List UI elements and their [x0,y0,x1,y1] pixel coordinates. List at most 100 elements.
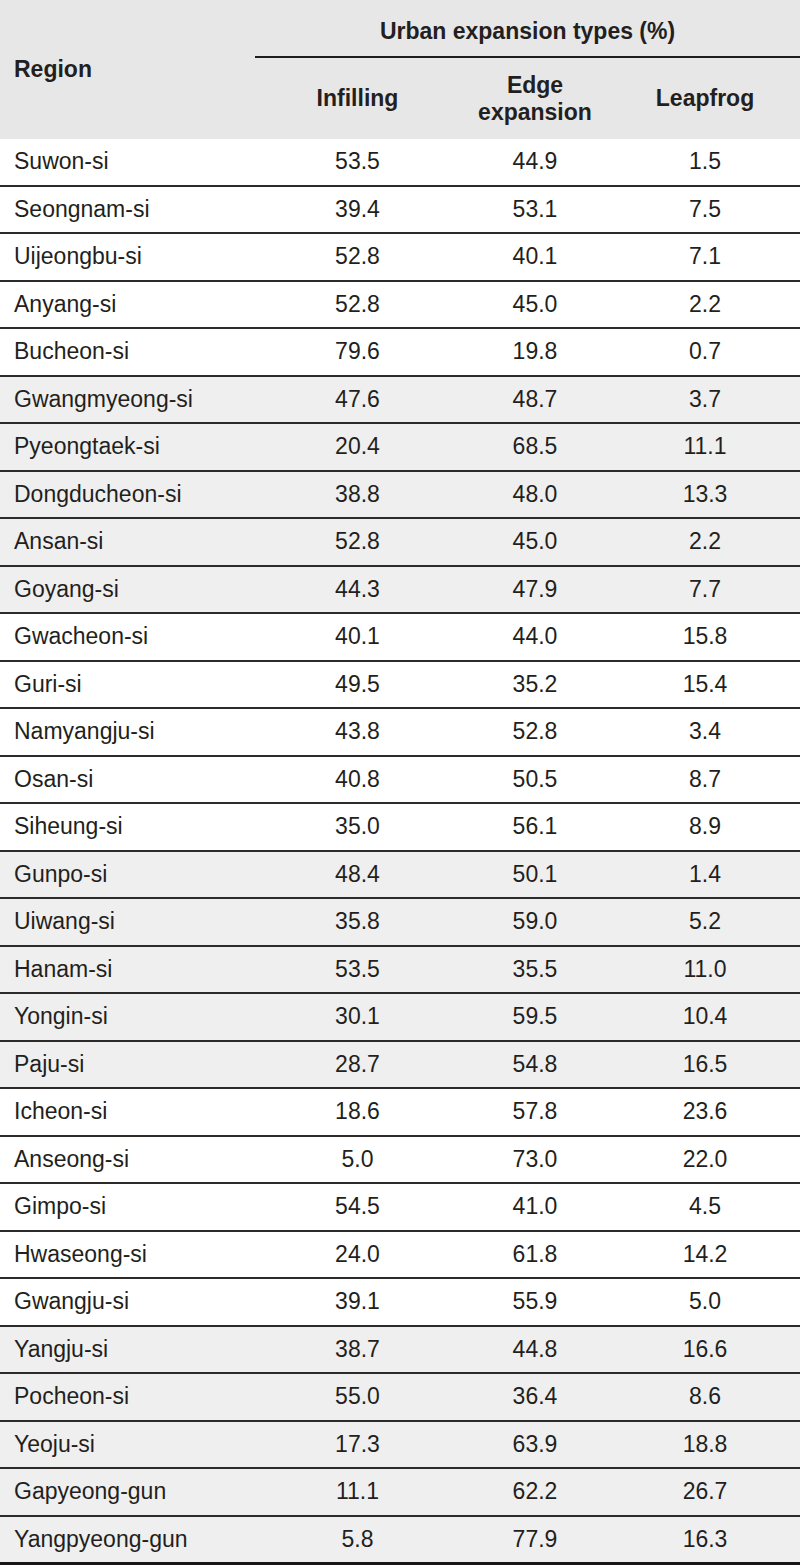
region-cell: Anseong-si [0,1136,255,1184]
table-row: Gunpo-si 48.4 50.1 1.4 [0,851,800,899]
leapfrog-cell: 0.7 [610,328,800,376]
table-row: Icheon-si 18.6 57.8 23.6 [0,1088,800,1136]
edge-expansion-cell: 35.5 [460,946,610,994]
leapfrog-cell: 2.2 [610,281,800,329]
leapfrog-cell: 3.4 [610,708,800,756]
table-row: Pyeongtaek-si 20.4 68.5 11.1 [0,423,800,471]
infilling-cell: 17.3 [255,1421,460,1469]
edge-expansion-cell: 62.2 [460,1468,610,1516]
region-cell: Gapyeong-gun [0,1468,255,1516]
table-row: Hanam-si 53.5 35.5 11.0 [0,946,800,994]
region-cell: Anyang-si [0,281,255,329]
table-row: Osan-si 40.8 50.5 8.7 [0,756,800,804]
region-cell: Yeoju-si [0,1421,255,1469]
leapfrog-cell: 16.3 [610,1516,800,1565]
leapfrog-cell: 10.4 [610,993,800,1041]
edge-expansion-cell: 45.0 [460,281,610,329]
edge-expansion-cell: 50.5 [460,756,610,804]
edge-expansion-cell: 40.1 [460,233,610,281]
table-row: Siheung-si 35.0 56.1 8.9 [0,803,800,851]
leapfrog-cell: 4.5 [610,1183,800,1231]
column-header-edge-expansion: Edge expansion [460,57,610,139]
region-cell: Namyangju-si [0,708,255,756]
region-cell: Siheung-si [0,803,255,851]
edge-expansion-cell: 59.5 [460,993,610,1041]
table-row: Yongin-si 30.1 59.5 10.4 [0,993,800,1041]
table-row: Dongducheon-si 38.8 48.0 13.3 [0,471,800,519]
urban-expansion-table-container: Region Urban expansion types (%) Infilli… [0,0,800,1565]
table-row: Pocheon-si 55.0 36.4 8.6 [0,1373,800,1421]
table-row: Gwangmyeong-si 47.6 48.7 3.7 [0,376,800,424]
region-cell: Paju-si [0,1041,255,1089]
urban-expansion-table: Region Urban expansion types (%) Infilli… [0,0,800,1565]
region-cell: Gunpo-si [0,851,255,899]
column-header-region: Region [0,0,255,139]
infilling-cell: 40.1 [255,613,460,661]
infilling-cell: 38.8 [255,471,460,519]
edge-expansion-cell: 36.4 [460,1373,610,1421]
table-row: Anseong-si 5.0 73.0 22.0 [0,1136,800,1184]
edge-expansion-cell: 63.9 [460,1421,610,1469]
group-header-row: Region Urban expansion types (%) [0,0,800,57]
leapfrog-cell: 1.5 [610,139,800,186]
infilling-cell: 39.4 [255,186,460,234]
table-row: Gwangju-si 39.1 55.9 5.0 [0,1278,800,1326]
leapfrog-cell: 7.1 [610,233,800,281]
infilling-cell: 53.5 [255,139,460,186]
table-row: Paju-si 28.7 54.8 16.5 [0,1041,800,1089]
infilling-cell: 35.8 [255,898,460,946]
region-cell: Bucheon-si [0,328,255,376]
column-header-infilling: Infilling [255,57,460,139]
leapfrog-cell: 7.5 [610,186,800,234]
infilling-cell: 47.6 [255,376,460,424]
table-row: Uijeongbu-si 52.8 40.1 7.1 [0,233,800,281]
region-cell: Gwangju-si [0,1278,255,1326]
leapfrog-cell: 8.6 [610,1373,800,1421]
leapfrog-cell: 2.2 [610,518,800,566]
infilling-cell: 55.0 [255,1373,460,1421]
region-cell: Hanam-si [0,946,255,994]
infilling-cell: 44.3 [255,566,460,614]
table-row: Gwacheon-si 40.1 44.0 15.8 [0,613,800,661]
region-cell: Seongnam-si [0,186,255,234]
table-row: Guri-si 49.5 35.2 15.4 [0,661,800,709]
region-cell: Icheon-si [0,1088,255,1136]
region-cell: Gwacheon-si [0,613,255,661]
edge-expansion-cell: 44.0 [460,613,610,661]
table-row: Gimpo-si 54.5 41.0 4.5 [0,1183,800,1231]
infilling-cell: 52.8 [255,233,460,281]
leapfrog-cell: 23.6 [610,1088,800,1136]
edge-expansion-cell: 45.0 [460,518,610,566]
column-header-leapfrog: Leapfrog [610,57,800,139]
edge-expansion-cell: 41.0 [460,1183,610,1231]
edge-expansion-cell: 48.7 [460,376,610,424]
table-row: Yangju-si 38.7 44.8 16.6 [0,1326,800,1374]
infilling-cell: 43.8 [255,708,460,756]
infilling-cell: 30.1 [255,993,460,1041]
infilling-cell: 24.0 [255,1231,460,1279]
region-cell: Pyeongtaek-si [0,423,255,471]
infilling-cell: 18.6 [255,1088,460,1136]
infilling-cell: 35.0 [255,803,460,851]
table-row: Seongnam-si 39.4 53.1 7.5 [0,186,800,234]
table-row: Yeoju-si 17.3 63.9 18.8 [0,1421,800,1469]
infilling-cell: 79.6 [255,328,460,376]
leapfrog-cell: 7.7 [610,566,800,614]
edge-expansion-cell: 56.1 [460,803,610,851]
infilling-cell: 11.1 [255,1468,460,1516]
leapfrog-cell: 15.8 [610,613,800,661]
table-row: Bucheon-si 79.6 19.8 0.7 [0,328,800,376]
leapfrog-cell: 16.6 [610,1326,800,1374]
table-row: Yangpyeong-gun 5.8 77.9 16.3 [0,1516,800,1565]
region-cell: Uiwang-si [0,898,255,946]
leapfrog-cell: 11.1 [610,423,800,471]
table-row: Ansan-si 52.8 45.0 2.2 [0,518,800,566]
region-cell: Yangju-si [0,1326,255,1374]
leapfrog-cell: 5.2 [610,898,800,946]
edge-expansion-cell: 55.9 [460,1278,610,1326]
edge-expansion-cell: 68.5 [460,423,610,471]
leapfrog-cell: 15.4 [610,661,800,709]
edge-expansion-cell: 59.0 [460,898,610,946]
region-cell: Gwangmyeong-si [0,376,255,424]
region-cell: Uijeongbu-si [0,233,255,281]
